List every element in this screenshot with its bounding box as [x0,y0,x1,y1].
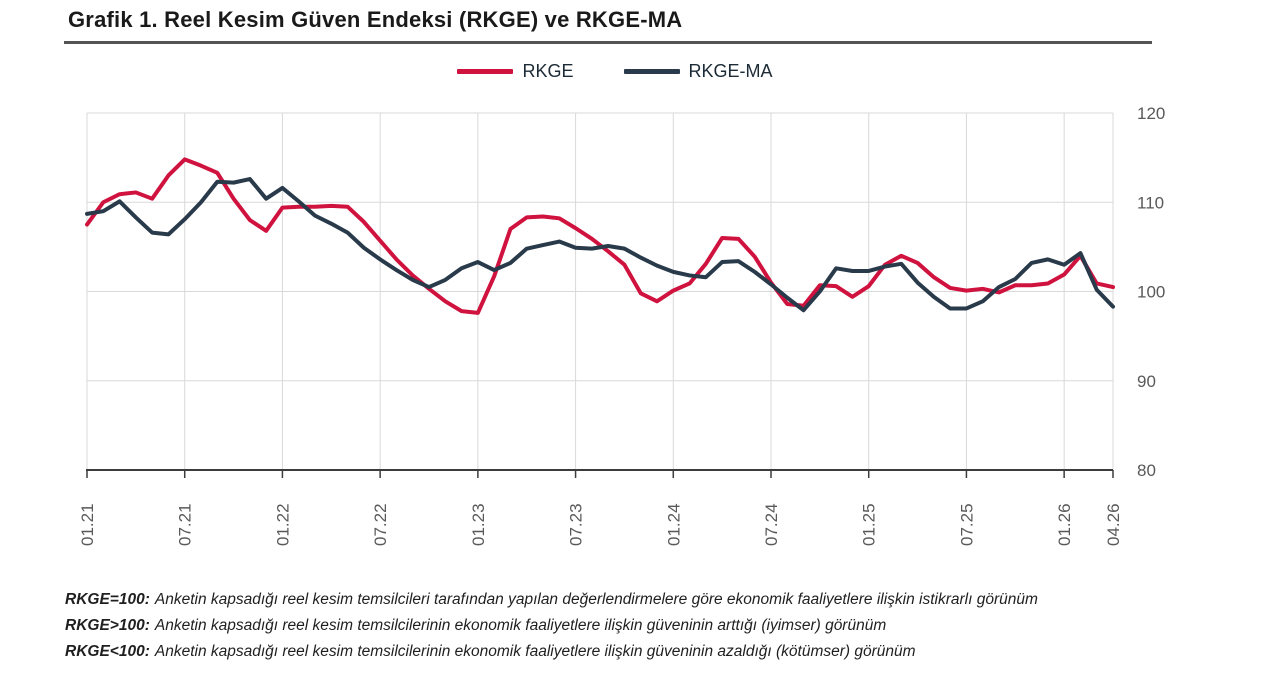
footnote-text: Anketin kapsadığı reel kesim temsilciler… [154,591,1038,608]
x-tick-label: 04.26 [1104,503,1123,546]
x-tick-label: 07.23 [567,503,586,546]
chart-gridlines [86,112,1114,470]
footnote-text: Anketin kapsadığı reel kesim temsilciler… [154,616,887,634]
chart-legend: RKGE RKGE-MA [0,61,1230,82]
y-tick-label: 90 [1137,372,1156,391]
x-tick-label: 07.21 [176,503,195,546]
rkge-line-swatch [457,69,514,74]
legend-label-rkge: RKGE [522,61,574,81]
x-tick-label: 07.24 [762,503,781,546]
x-tick-label: 01.24 [664,503,683,546]
x-tick-label: 07.25 [957,503,976,546]
y-tick-label: 100 [1137,283,1165,302]
title-underline [64,41,1152,44]
x-tick-label: 01.26 [1055,503,1074,546]
legend-label-rkge-ma: RKGE-MA [688,61,773,81]
footnote-lead: RKGE=100: [65,591,150,608]
footnote-text: Anketin kapsadığı reel kesim temsilciler… [154,642,916,660]
legend-item-rkge: RKGE [457,61,574,82]
x-tick-label: 01.22 [273,503,292,546]
footnote-lead: RKGE>100: [65,616,150,634]
legend-item-rkge-ma: RKGE-MA [623,61,773,82]
confidence-index-chart: 01.21 07.21 01.22 07.22 01.23 07.23 01.24 07.24… [78,104,1165,546]
footnote-line: RKGE<100: Anketin kapsadığı reel kesim te… [65,643,1195,662]
y-tick-label: 110 [1137,193,1164,212]
chart-series [85,157,1115,315]
x-tick-label: 07.22 [371,503,390,546]
rkge-ma-line-swatch [623,69,680,74]
x-tick-label: 01.23 [469,503,488,546]
footnote-lead: RKGE<100: [65,642,150,660]
x-tick-label: 01.21 [78,503,97,546]
y-tick-label: 120 [1137,104,1165,123]
rkge-line [85,157,1115,315]
chart-axis [86,469,1114,478]
y-axis-labels: 80 90 100 110 120 [1137,104,1165,480]
x-tick-label: 01.25 [860,503,879,546]
footnote-line: RKGE=100: Anketin kapsadığı reel kesim te… [65,591,1195,610]
footnotes: RKGE=100: Anketin kapsadığı reel kesim te… [65,591,1195,669]
footnote-line: RKGE>100: Anketin kapsadığı reel kesim te… [65,617,1195,636]
y-tick-label: 80 [1137,461,1156,480]
x-axis-labels: 01.21 07.21 01.22 07.22 01.23 07.23 01.24 07.24… [78,503,1123,546]
rkge-ma-line [85,177,1115,313]
page-title: Grafik 1. Reel Kesim Güven Endeksi (RKGE… [68,7,683,32]
